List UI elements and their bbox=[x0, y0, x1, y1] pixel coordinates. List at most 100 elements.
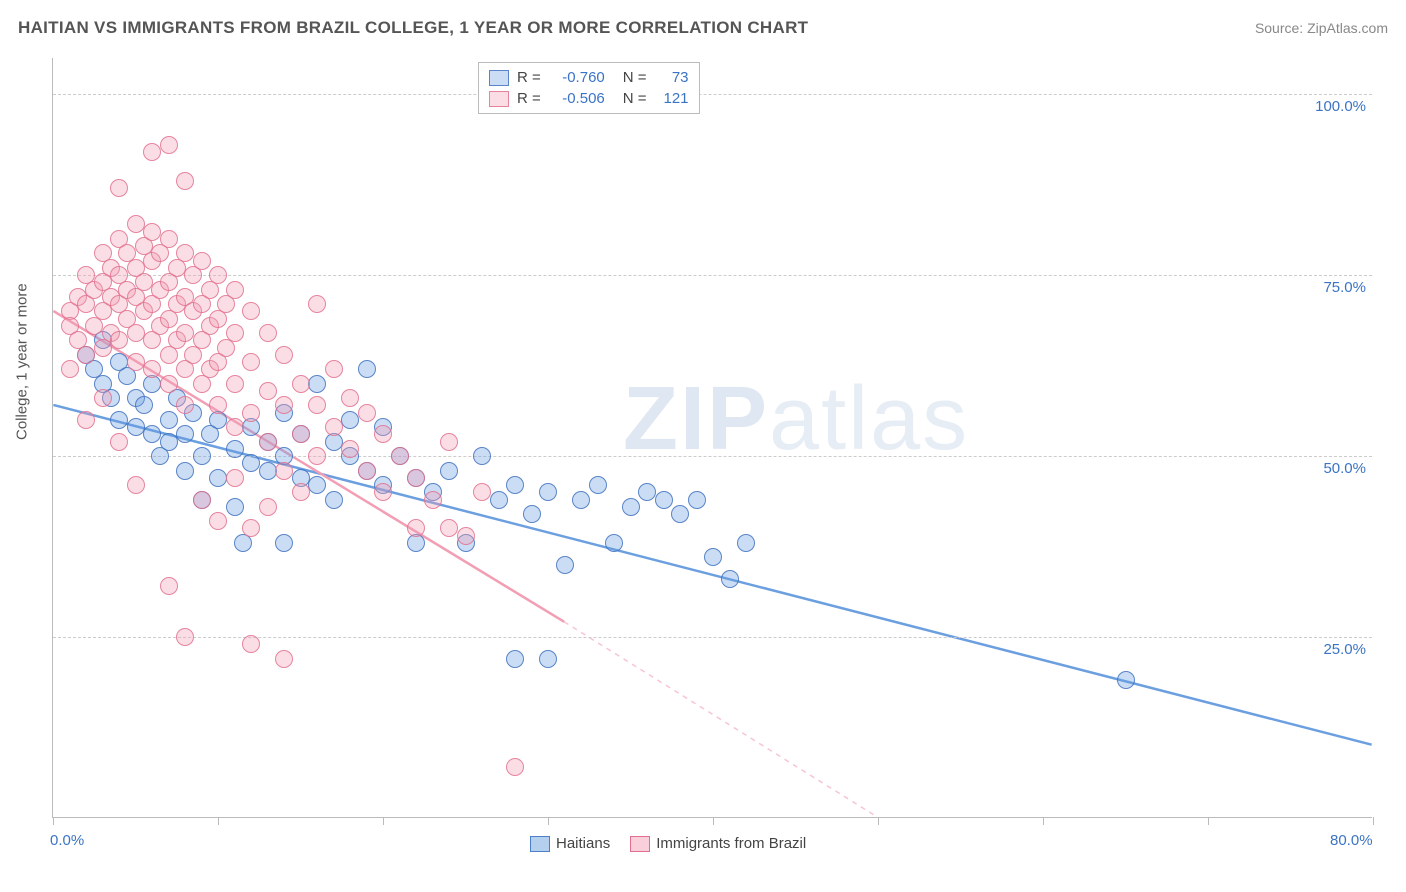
scatter-point bbox=[292, 483, 310, 501]
scatter-point bbox=[226, 375, 244, 393]
scatter-point bbox=[209, 512, 227, 530]
scatter-point bbox=[226, 281, 244, 299]
scatter-point bbox=[440, 519, 458, 537]
scatter-point bbox=[440, 433, 458, 451]
scatter-point bbox=[242, 454, 260, 472]
scatter-point bbox=[622, 498, 640, 516]
scatter-point bbox=[110, 331, 128, 349]
scatter-point bbox=[572, 491, 590, 509]
scatter-point bbox=[143, 223, 161, 241]
r-label: R = bbox=[517, 69, 541, 86]
scatter-point bbox=[473, 447, 491, 465]
scatter-point bbox=[589, 476, 607, 494]
scatter-point bbox=[523, 505, 541, 523]
scatter-point bbox=[135, 396, 153, 414]
scatter-point bbox=[457, 527, 475, 545]
scatter-point bbox=[308, 295, 326, 313]
scatter-point bbox=[110, 433, 128, 451]
x-tick bbox=[548, 817, 549, 825]
scatter-point bbox=[209, 266, 227, 284]
scatter-point bbox=[127, 215, 145, 233]
x-tick bbox=[53, 817, 54, 825]
plot-area: ZIPatlas 25.0%50.0%75.0%100.0% bbox=[52, 58, 1372, 818]
scatter-point bbox=[160, 411, 178, 429]
scatter-point bbox=[688, 491, 706, 509]
scatter-point bbox=[539, 483, 557, 501]
scatter-point bbox=[275, 650, 293, 668]
scatter-point bbox=[94, 389, 112, 407]
legend-item: Haitians bbox=[530, 835, 610, 852]
scatter-point bbox=[292, 375, 310, 393]
scatter-point bbox=[259, 433, 277, 451]
scatter-point bbox=[341, 389, 359, 407]
y-tick-label: 75.0% bbox=[1323, 279, 1366, 296]
scatter-point bbox=[143, 425, 161, 443]
scatter-point bbox=[259, 498, 277, 516]
scatter-point bbox=[160, 433, 178, 451]
scatter-point bbox=[638, 483, 656, 501]
scatter-point bbox=[374, 425, 392, 443]
scatter-point bbox=[242, 302, 260, 320]
chart-title: HAITIAN VS IMMIGRANTS FROM BRAZIL COLLEG… bbox=[18, 18, 808, 38]
scatter-point bbox=[226, 469, 244, 487]
scatter-point bbox=[193, 447, 211, 465]
scatter-point bbox=[242, 635, 260, 653]
scatter-point bbox=[143, 360, 161, 378]
scatter-point bbox=[556, 556, 574, 574]
correlation-row: R =-0.506N =121 bbox=[489, 88, 689, 109]
scatter-point bbox=[325, 491, 343, 509]
scatter-point bbox=[160, 230, 178, 248]
scatter-point bbox=[176, 396, 194, 414]
x-tick bbox=[878, 817, 879, 825]
scatter-point bbox=[110, 411, 128, 429]
y-tick-label: 50.0% bbox=[1323, 460, 1366, 477]
scatter-point bbox=[506, 650, 524, 668]
scatter-point bbox=[721, 570, 739, 588]
x-tick bbox=[713, 817, 714, 825]
scatter-point bbox=[490, 491, 508, 509]
scatter-point bbox=[226, 440, 244, 458]
scatter-point bbox=[242, 353, 260, 371]
x-tick bbox=[1043, 817, 1044, 825]
legend-label: Immigrants from Brazil bbox=[656, 835, 806, 852]
scatter-point bbox=[539, 650, 557, 668]
scatter-point bbox=[325, 418, 343, 436]
scatter-point bbox=[473, 483, 491, 501]
scatter-point bbox=[308, 396, 326, 414]
scatter-point bbox=[407, 469, 425, 487]
scatter-point bbox=[308, 447, 326, 465]
scatter-point bbox=[77, 346, 95, 364]
r-value: -0.506 bbox=[549, 90, 605, 107]
scatter-point bbox=[374, 483, 392, 501]
scatter-point bbox=[341, 440, 359, 458]
scatter-point bbox=[242, 404, 260, 422]
x-tick bbox=[383, 817, 384, 825]
n-label: N = bbox=[623, 69, 647, 86]
r-label: R = bbox=[517, 90, 541, 107]
scatter-point bbox=[506, 758, 524, 776]
scatter-point bbox=[440, 462, 458, 480]
trend-line-extrapolated bbox=[564, 622, 877, 817]
scatter-point bbox=[176, 244, 194, 262]
legend-swatch bbox=[530, 836, 550, 852]
scatter-point bbox=[127, 353, 145, 371]
scatter-point bbox=[127, 324, 145, 342]
scatter-point bbox=[308, 375, 326, 393]
correlation-legend: R =-0.760N =73R =-0.506N =121 bbox=[478, 62, 700, 114]
legend-swatch bbox=[630, 836, 650, 852]
scatter-point bbox=[704, 548, 722, 566]
scatter-point bbox=[176, 425, 194, 443]
legend-swatch bbox=[489, 91, 509, 107]
scatter-point bbox=[209, 396, 227, 414]
scatter-point bbox=[358, 360, 376, 378]
scatter-point bbox=[110, 179, 128, 197]
r-value: -0.760 bbox=[549, 69, 605, 86]
scatter-point bbox=[259, 324, 277, 342]
scatter-point bbox=[143, 143, 161, 161]
scatter-point bbox=[424, 491, 442, 509]
scatter-point bbox=[391, 447, 409, 465]
scatter-point bbox=[275, 346, 293, 364]
scatter-point bbox=[737, 534, 755, 552]
scatter-point bbox=[226, 418, 244, 436]
n-value: 73 bbox=[655, 69, 689, 86]
